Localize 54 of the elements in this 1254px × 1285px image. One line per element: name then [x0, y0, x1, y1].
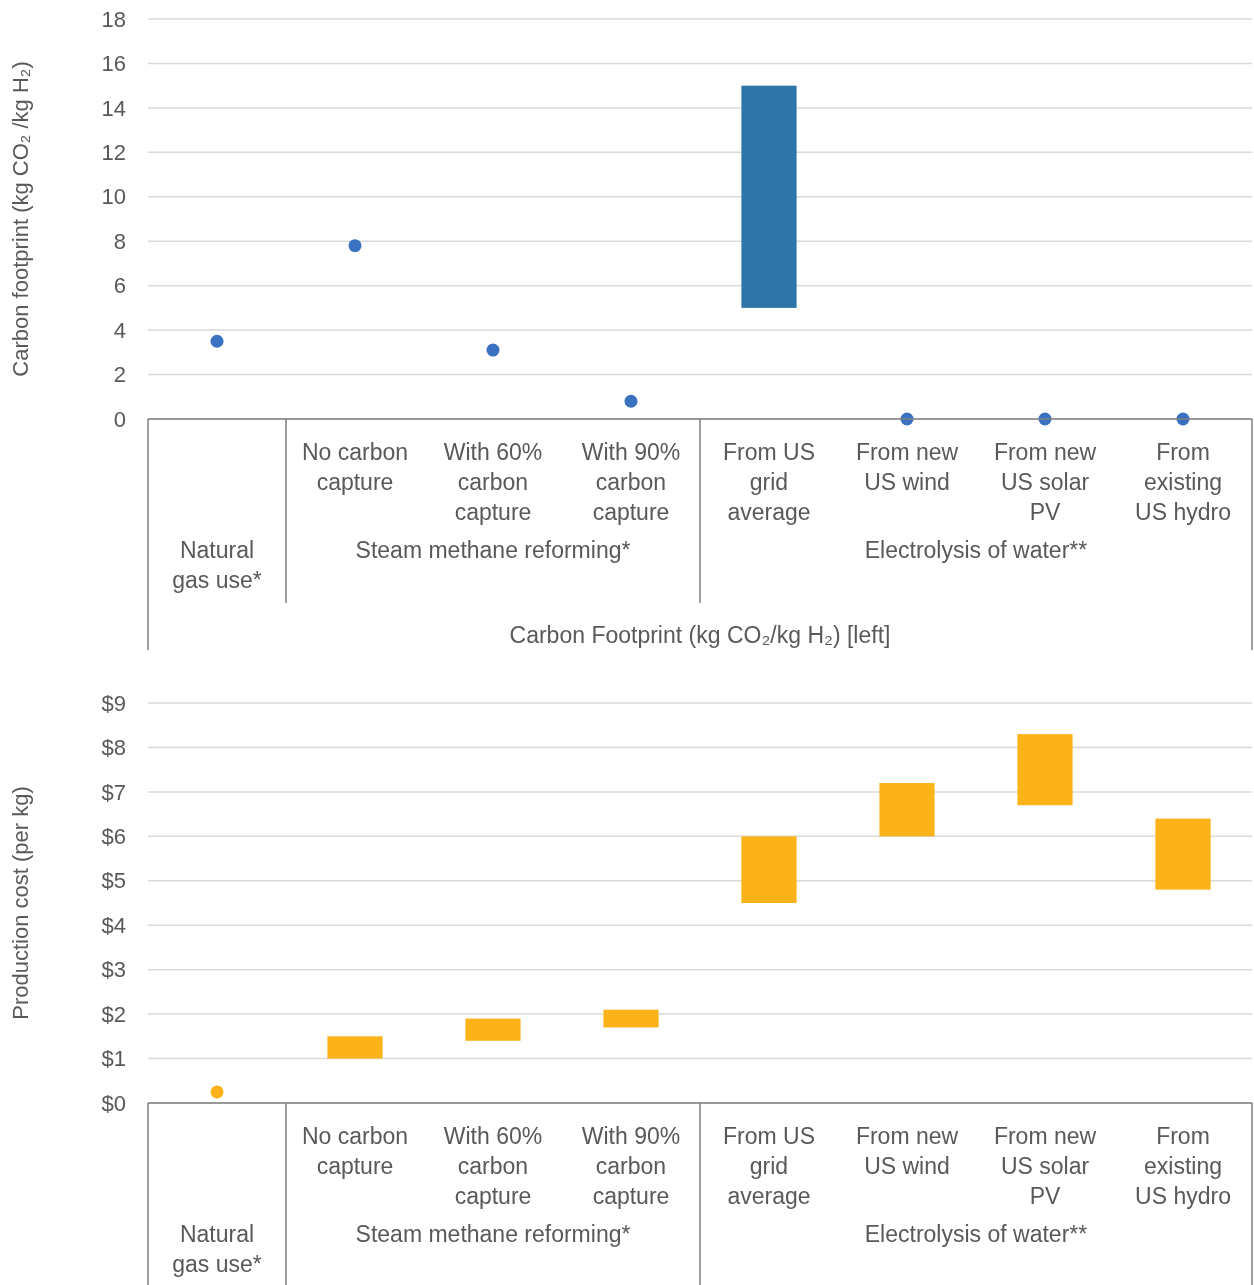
y-tick-label: 10: [101, 184, 126, 210]
bar: [1017, 734, 1073, 806]
y-tick-label: 4: [113, 317, 126, 343]
x-tick-label: From new US solar PV: [993, 439, 1097, 525]
text: Natural gas use*: [172, 1221, 262, 1277]
x-axis-title: Carbon Footprint (kg CO₂/kg H₂) [left]: [509, 622, 891, 648]
y-tick-label: $7: [101, 779, 126, 805]
y-tick-label: $0: [101, 1090, 126, 1116]
x-tick-label: From existing US hydro: [1135, 439, 1231, 525]
x-tick-label: From US grid average: [723, 439, 815, 525]
point: [210, 334, 224, 348]
x-tick-label: With 90% carbon capture: [581, 439, 681, 525]
y-tick-label: $4: [101, 912, 126, 938]
y-tick-label: $2: [101, 1001, 126, 1027]
x-tick-label: No carbon capture: [301, 439, 409, 495]
x-tick-label: With 60% carbon capture: [443, 439, 543, 525]
text: Electrolysis of water**: [864, 1221, 1088, 1247]
x-tick-label: From new US wind: [855, 1123, 959, 1179]
y-tick-label: $8: [101, 735, 126, 761]
point: [624, 394, 638, 408]
x-tick-label: From new US solar PV: [993, 1123, 1097, 1209]
y-tick-label: $5: [101, 868, 126, 894]
y-tick-label: $9: [101, 690, 126, 716]
y-tick-label: 2: [113, 362, 126, 388]
bar: [327, 1036, 383, 1059]
text: Steam methane reforming*: [355, 1221, 631, 1247]
y-tick-label: 16: [101, 51, 126, 77]
y-tick-label: 12: [101, 140, 126, 166]
y-tick-label: $3: [101, 957, 126, 983]
x-tick-label: From existing US hydro: [1135, 1123, 1231, 1209]
y-axis-title: Production cost (per kg): [8, 786, 33, 1020]
bar: [465, 1018, 521, 1041]
x-tick-label: From US grid average: [723, 1123, 815, 1209]
y-tick-label: 0: [113, 406, 126, 432]
text: Steam methane reforming*: [355, 537, 631, 563]
x-tick-label: No carbon capture: [301, 1123, 409, 1179]
y-tick-label: $6: [101, 824, 126, 850]
bar: [1155, 818, 1211, 890]
point: [348, 239, 362, 253]
y-tick-label: 14: [101, 95, 126, 121]
x-tick-label: With 60% carbon capture: [443, 1123, 543, 1209]
x-tick-label: With 90% carbon capture: [581, 1123, 681, 1209]
text: Electrolysis of water**: [864, 537, 1088, 563]
y-tick-label: 18: [101, 6, 126, 32]
y-axis-title: Carbon footprint (kg CO₂ /kg H₂): [8, 61, 33, 377]
text: Natural gas use*: [172, 537, 262, 593]
y-tick-label: 8: [113, 228, 126, 254]
y-tick-label: $1: [101, 1046, 126, 1072]
bar: [879, 783, 935, 837]
bar: [741, 836, 797, 903]
y-tick-label: 6: [113, 273, 126, 299]
bar: [603, 1009, 659, 1028]
x-tick-label: From new US wind: [855, 439, 959, 495]
point: [486, 343, 500, 357]
